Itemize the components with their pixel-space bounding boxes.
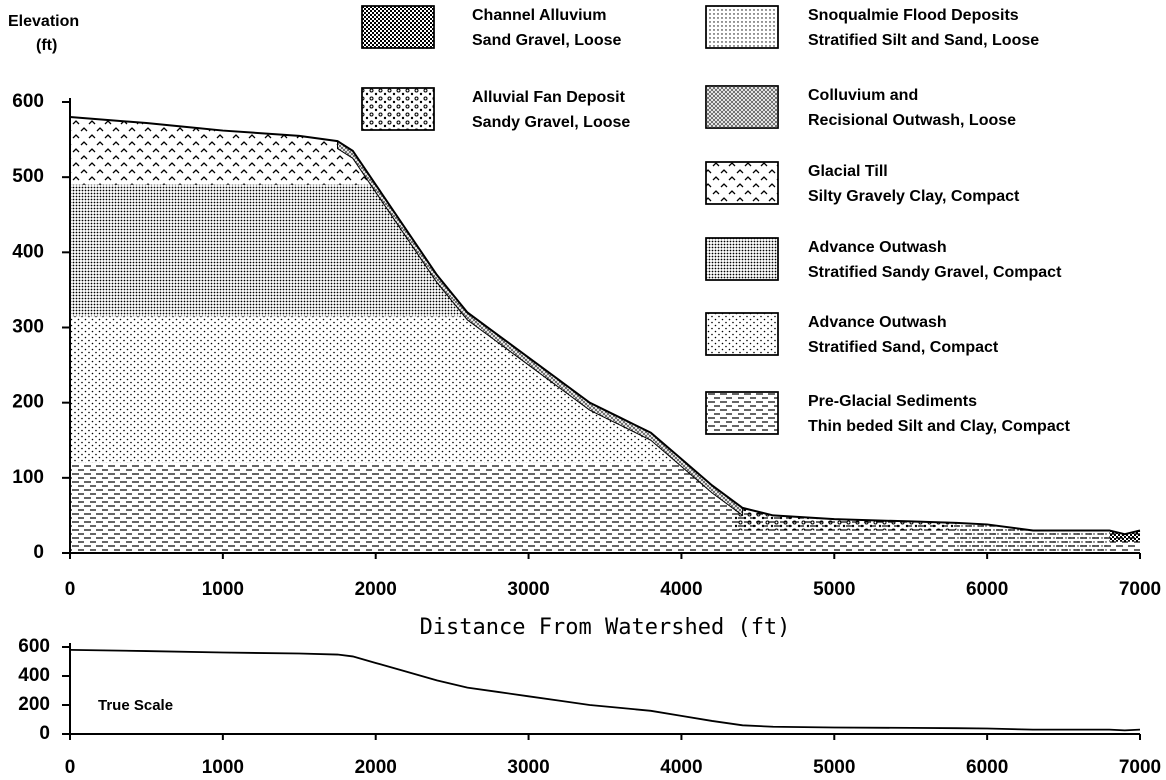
y-axis-unit: (ft) (36, 37, 57, 54)
legend-label: Advance Outwash (808, 314, 947, 331)
legend-swatch-fill (705, 237, 779, 281)
y-tick-label: 600 (12, 91, 44, 112)
deposit (956, 117, 1110, 553)
legend-description: Sand Gravel, Loose (472, 32, 621, 49)
x-tick-label: 0 (65, 579, 76, 600)
y-tick-label: 0 (33, 542, 44, 563)
legend-label: Channel Alluvium (472, 7, 607, 24)
surface-line (69, 116, 1141, 536)
x-tick-label: 2000 (355, 579, 397, 600)
legend-label: Snoqualmie Flood Deposits (808, 7, 1019, 24)
legend-label: Advance Outwash (808, 239, 947, 256)
y-tick-label: 600 (18, 636, 50, 657)
legend-label: Pre-Glacial Sediments (808, 393, 977, 410)
y-tick-label: 100 (12, 467, 44, 488)
legend-swatch-fill (361, 5, 435, 49)
layer (70, 316, 1140, 463)
legend-swatch-fill (705, 391, 779, 435)
legend-description: Thin beded Silt and Clay, Compact (808, 418, 1071, 435)
legend-swatch-fill (705, 85, 779, 129)
surface-line (69, 649, 1141, 732)
legend-swatch-fill (361, 87, 435, 131)
y-tick-label: 0 (39, 723, 50, 744)
legend-label: Alluvial Fan Deposit (472, 89, 626, 106)
x-tick-label: 7000 (1119, 757, 1161, 778)
y-tick-label: 400 (18, 665, 50, 686)
x-tick-label: 4000 (660, 757, 702, 778)
y-tick-label: 200 (12, 392, 44, 413)
x-tick-label: 1000 (202, 757, 244, 778)
x-tick-label: 6000 (966, 579, 1008, 600)
deposit (1109, 117, 1140, 542)
legend-description: Recisional Outwash, Loose (808, 112, 1016, 129)
deposit (734, 117, 957, 531)
x-tick-label: 1000 (202, 579, 244, 600)
x-tick-label: 3000 (507, 757, 549, 778)
y-tick-label: 200 (18, 694, 50, 715)
x-tick-label: 5000 (813, 757, 855, 778)
deposit-fill (956, 117, 1110, 553)
legend-description: Stratified Sandy Gravel, Compact (808, 264, 1062, 281)
deposit-fill (1109, 117, 1140, 542)
legend-label: Glacial Till (808, 163, 888, 180)
x-tick-label: 4000 (660, 579, 702, 600)
y-tick-label: 300 (12, 317, 44, 338)
legend-swatch-fill (705, 5, 779, 49)
y-tick-label: 500 (12, 166, 44, 187)
legend-description: Silty Gravely Clay, Compact (808, 188, 1020, 205)
x-tick-label: 3000 (507, 579, 549, 600)
x-tick-label: 7000 (1119, 579, 1161, 600)
y-tick-label: 400 (12, 241, 44, 262)
deposit-fill (734, 117, 957, 531)
x-axis-title: Distance From Watershed (ft) (420, 615, 791, 640)
x-tick-label: 2000 (355, 757, 397, 778)
legend-description: Stratified Sand, Compact (808, 339, 999, 356)
x-tick-label: 0 (65, 757, 76, 778)
legend-swatch-fill (705, 312, 779, 356)
legend-label: Colluvium and (808, 87, 918, 104)
layers (70, 117, 1140, 553)
layer (70, 462, 1140, 553)
x-tick-label: 6000 (966, 757, 1008, 778)
legend-description: Stratified Silt and Sand, Loose (808, 32, 1039, 49)
legend-swatch-fill (705, 161, 779, 205)
annotation: True Scale (98, 697, 173, 714)
y-axis-title: Elevation (8, 13, 79, 30)
x-tick-label: 5000 (813, 579, 855, 600)
legend-description: Sandy Gravel, Loose (472, 114, 630, 131)
